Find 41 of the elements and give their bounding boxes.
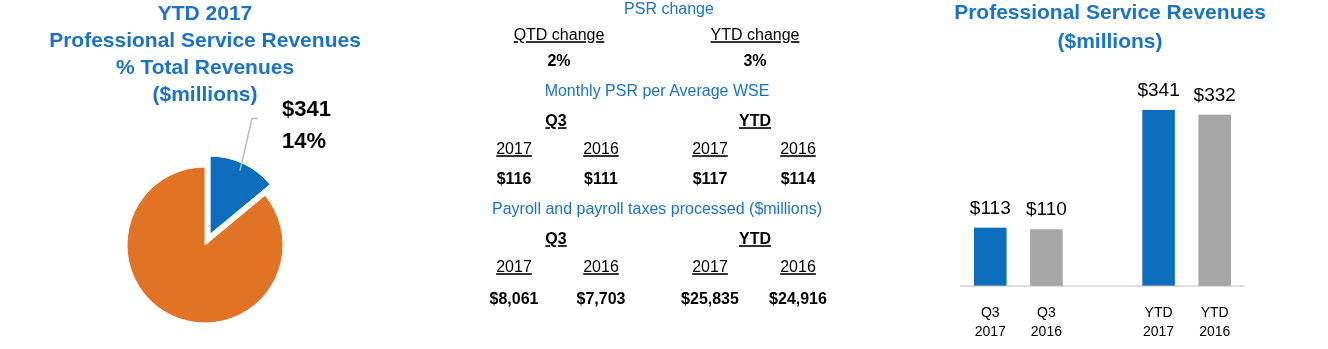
bar [1030, 229, 1063, 286]
text: $116 [496, 170, 532, 188]
text: 2% [547, 52, 571, 70]
text: $24,916 [769, 290, 828, 308]
text: 3% [743, 52, 767, 70]
data-label: $113 [969, 196, 1011, 218]
data-label: $341 [1137, 79, 1180, 100]
text: YTD change [710, 26, 800, 44]
bar [974, 227, 1007, 286]
bar [1198, 114, 1231, 286]
x-tick-label: YTD 2016 [1199, 304, 1231, 339]
bar [1142, 110, 1175, 286]
text: QTD change [513, 26, 605, 44]
text: $7,703 [576, 290, 626, 308]
text: Payroll and payroll taxes processed ($millions) [492, 200, 822, 218]
text: Monthly PSR per Average WSE [544, 82, 770, 100]
text: 2016 [780, 258, 816, 276]
text: $111 [584, 170, 619, 188]
text: 2017 [692, 258, 728, 276]
text: 2017 [692, 140, 728, 158]
text: Q3 [545, 112, 567, 130]
data-label: $110 [1025, 198, 1067, 220]
text: $117 [692, 170, 728, 188]
chart-title: Professional Service Revenues ($millions) [954, 0, 1266, 52]
text: YTD [739, 230, 771, 248]
x-tick-label: Q3 2017 [974, 304, 1007, 339]
text: YTD [739, 112, 771, 130]
text: 2016 [780, 140, 816, 158]
text: Q3 [545, 230, 567, 248]
data-label: 14% [282, 128, 327, 153]
x-tick-label: Q3 2016 [1030, 304, 1063, 339]
text: $114 [780, 170, 816, 188]
text: 2016 [583, 258, 619, 276]
text: 2016 [583, 140, 619, 158]
text: $25,835 [681, 290, 740, 308]
text: $8,061 [489, 290, 539, 308]
data-label: $332 [1193, 83, 1236, 105]
text: 2017 [496, 258, 532, 276]
text: 2017 [496, 140, 532, 158]
text: PSR change [624, 0, 715, 18]
x-tick-label: YTD 2017 [1143, 304, 1175, 339]
